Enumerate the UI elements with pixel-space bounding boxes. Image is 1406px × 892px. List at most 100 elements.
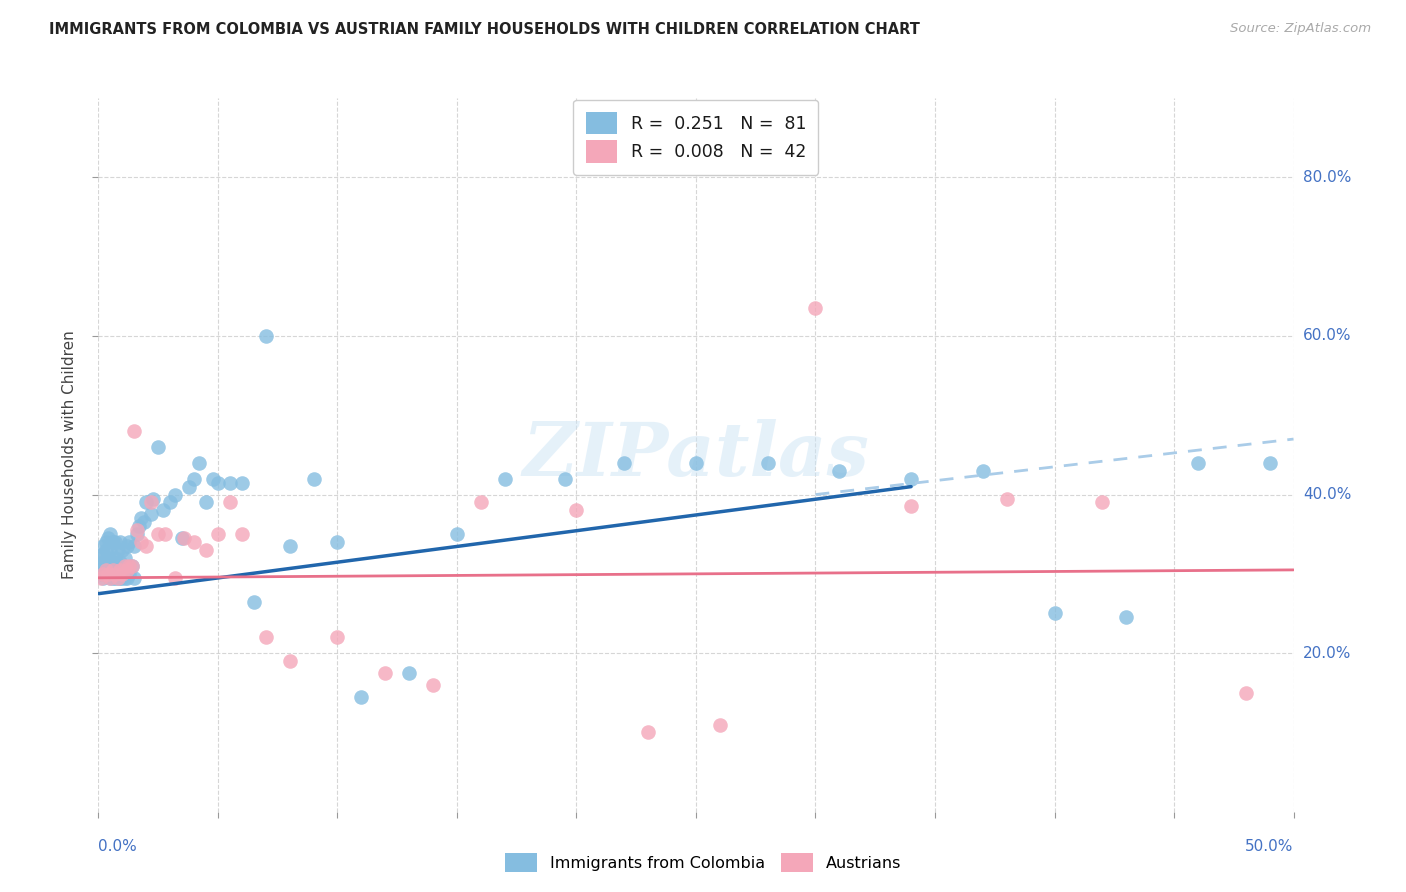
Point <box>350 690 373 704</box>
Text: 20.0%: 20.0% <box>1303 646 1351 661</box>
Point <box>121 558 143 573</box>
Point <box>207 527 229 541</box>
Point <box>804 301 827 316</box>
Point <box>187 456 209 470</box>
Point <box>139 495 162 509</box>
Point <box>90 558 112 573</box>
Point <box>148 440 170 454</box>
Point <box>183 472 205 486</box>
Point <box>94 535 117 549</box>
Point <box>173 531 195 545</box>
Point <box>115 539 138 553</box>
Point <box>97 563 120 577</box>
Point <box>90 571 112 585</box>
Point <box>94 566 117 581</box>
Point <box>132 516 155 530</box>
Point <box>91 571 114 585</box>
Point <box>554 472 576 486</box>
Point <box>219 495 242 509</box>
Point <box>1187 456 1209 470</box>
Point <box>278 654 301 668</box>
Point <box>91 547 114 561</box>
Point <box>972 464 994 478</box>
Text: 40.0%: 40.0% <box>1303 487 1351 502</box>
Point <box>131 535 153 549</box>
Point <box>124 424 146 438</box>
Point <box>1115 610 1137 624</box>
Point <box>111 566 134 581</box>
Point <box>374 665 396 680</box>
Point <box>135 539 157 553</box>
Point <box>179 480 201 494</box>
Point <box>1258 456 1281 470</box>
Legend: R =  0.251   N =  81, R =  0.008   N =  42: R = 0.251 N = 81, R = 0.008 N = 42 <box>574 100 818 175</box>
Point <box>94 563 117 577</box>
Point <box>104 535 127 549</box>
Point <box>118 566 141 581</box>
Point <box>91 566 114 581</box>
Point <box>900 472 922 486</box>
Point <box>114 571 136 585</box>
Point <box>125 523 148 537</box>
Point <box>828 464 851 478</box>
Text: 60.0%: 60.0% <box>1303 328 1351 343</box>
Point <box>231 475 253 490</box>
Point <box>125 527 148 541</box>
Point <box>685 456 707 470</box>
Text: 80.0%: 80.0% <box>1303 169 1351 185</box>
Point <box>565 503 588 517</box>
Point <box>118 535 141 549</box>
Text: 50.0%: 50.0% <box>1246 839 1294 855</box>
Point <box>115 563 138 577</box>
Point <box>124 539 146 553</box>
Point <box>155 527 177 541</box>
Point <box>163 571 186 585</box>
Point <box>159 495 181 509</box>
Point <box>142 491 165 506</box>
Point <box>494 472 516 486</box>
Point <box>1234 686 1257 700</box>
Point <box>172 531 194 545</box>
Point <box>470 495 492 509</box>
Point <box>97 551 120 566</box>
Point <box>302 472 325 486</box>
Point <box>195 543 218 558</box>
Point <box>114 558 136 573</box>
Point <box>97 566 120 581</box>
Point <box>995 491 1018 506</box>
Point <box>148 527 170 541</box>
Point <box>101 563 124 577</box>
Point <box>98 571 122 585</box>
Point <box>1043 607 1066 621</box>
Point <box>94 555 117 569</box>
Point <box>101 535 124 549</box>
Point <box>104 571 127 585</box>
Point <box>91 555 114 569</box>
Text: IMMIGRANTS FROM COLOMBIA VS AUSTRIAN FAMILY HOUSEHOLDS WITH CHILDREN CORRELATION: IMMIGRANTS FROM COLOMBIA VS AUSTRIAN FAM… <box>49 22 920 37</box>
Point <box>254 630 277 644</box>
Point <box>163 487 186 501</box>
Point <box>124 571 146 585</box>
Point <box>183 535 205 549</box>
Point <box>1091 495 1114 509</box>
Point <box>254 329 277 343</box>
Point <box>90 566 112 581</box>
Point <box>108 563 131 577</box>
Point <box>709 717 731 731</box>
Point <box>91 539 114 553</box>
Point <box>128 519 150 533</box>
Point <box>202 472 225 486</box>
Point <box>107 571 129 585</box>
Point <box>326 630 349 644</box>
Point <box>91 563 114 577</box>
Point <box>131 511 153 525</box>
Point <box>243 594 266 608</box>
Point <box>111 543 134 558</box>
Point <box>104 551 127 566</box>
Point <box>98 527 122 541</box>
Y-axis label: Family Households with Children: Family Households with Children <box>62 331 77 579</box>
Point <box>207 475 229 490</box>
Point <box>422 678 444 692</box>
Point <box>111 571 134 585</box>
Point <box>152 503 174 517</box>
